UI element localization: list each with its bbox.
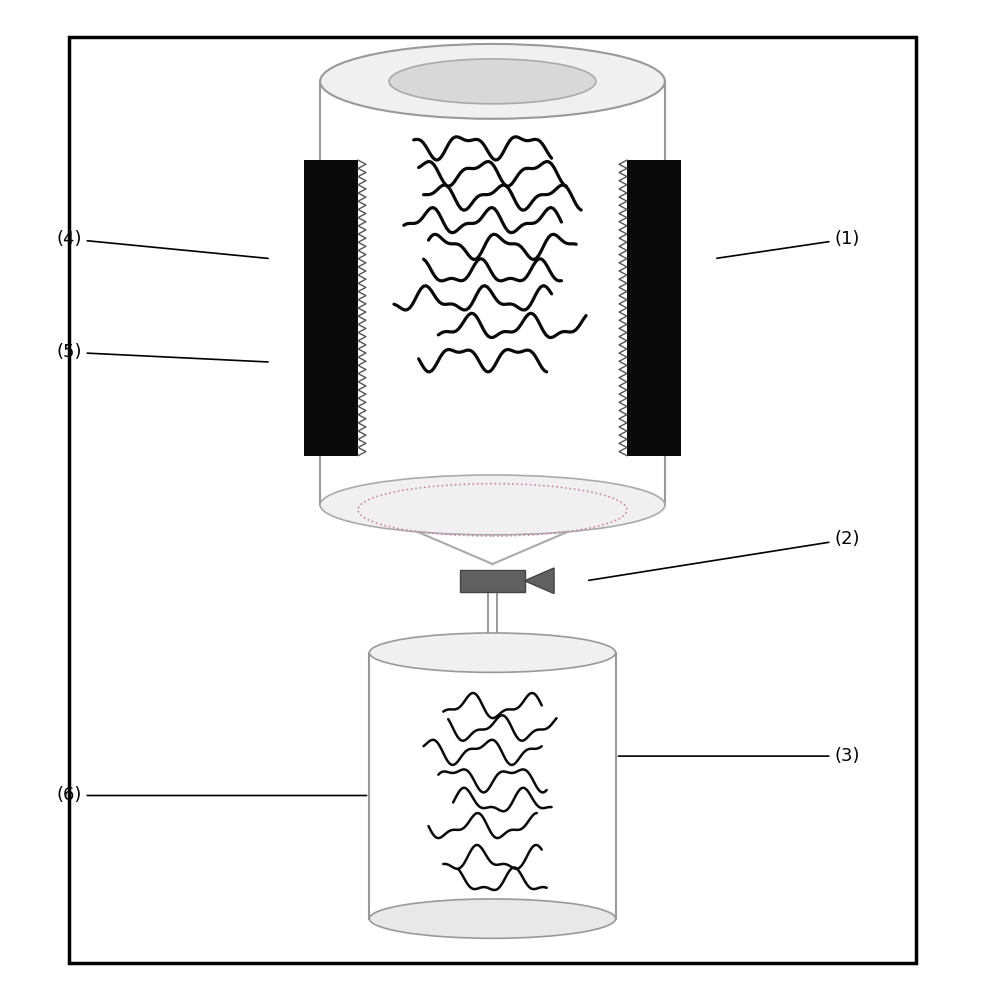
Text: (6): (6)	[56, 787, 366, 804]
Ellipse shape	[369, 633, 616, 672]
Text: (4): (4)	[56, 230, 268, 258]
Text: (2): (2)	[589, 530, 860, 580]
Text: (5): (5)	[56, 343, 268, 362]
Bar	[627, 160, 682, 456]
Polygon shape	[524, 568, 554, 594]
Bar	[69, 37, 916, 963]
Ellipse shape	[389, 59, 596, 104]
Ellipse shape	[320, 475, 665, 535]
Bar	[303, 160, 359, 456]
Bar	[369, 653, 616, 919]
Ellipse shape	[369, 899, 616, 938]
Text: (1): (1)	[717, 230, 860, 258]
Text: (3): (3)	[619, 747, 860, 765]
Bar	[320, 81, 665, 505]
Bar	[461, 570, 524, 592]
Ellipse shape	[320, 44, 665, 119]
